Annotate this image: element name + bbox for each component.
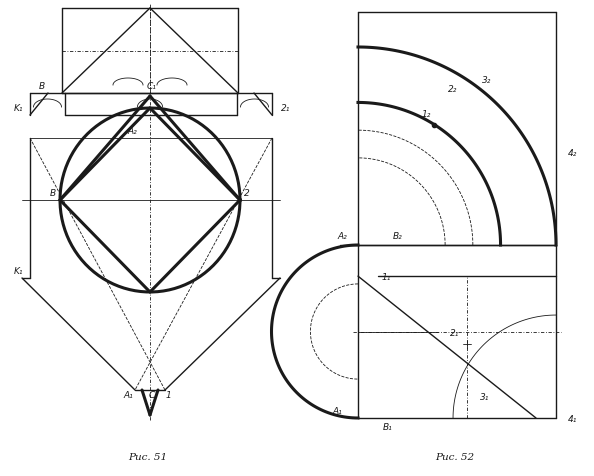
- Text: B₂: B₂: [393, 232, 403, 241]
- Text: C: C: [149, 391, 155, 400]
- Text: B: B: [50, 189, 56, 198]
- Text: Рис. 51: Рис. 51: [128, 454, 168, 463]
- Text: B₁: B₁: [383, 423, 393, 432]
- Text: A₂: A₂: [337, 232, 347, 241]
- Text: K₁: K₁: [13, 267, 23, 276]
- Text: 2₂: 2₂: [448, 86, 458, 94]
- Text: 3₁: 3₁: [480, 393, 489, 402]
- Text: 1₂: 1₂: [422, 109, 431, 119]
- Text: 2₁: 2₁: [282, 104, 290, 113]
- Text: A₁: A₁: [332, 407, 342, 416]
- Text: A₁: A₁: [123, 391, 133, 400]
- Text: K₁: K₁: [13, 104, 23, 113]
- Text: 1: 1: [165, 391, 171, 400]
- Text: 2₁: 2₁: [450, 328, 460, 337]
- Text: B: B: [39, 82, 45, 91]
- Text: Рис. 52: Рис. 52: [435, 454, 475, 463]
- Text: C₁: C₁: [147, 82, 157, 91]
- Text: 4₁: 4₁: [568, 415, 577, 424]
- Text: 2: 2: [244, 189, 249, 198]
- Text: 4₂: 4₂: [568, 149, 577, 158]
- Text: 1₁: 1₁: [381, 273, 391, 282]
- Text: A₂: A₂: [127, 127, 137, 136]
- Text: 3₂: 3₂: [482, 76, 491, 85]
